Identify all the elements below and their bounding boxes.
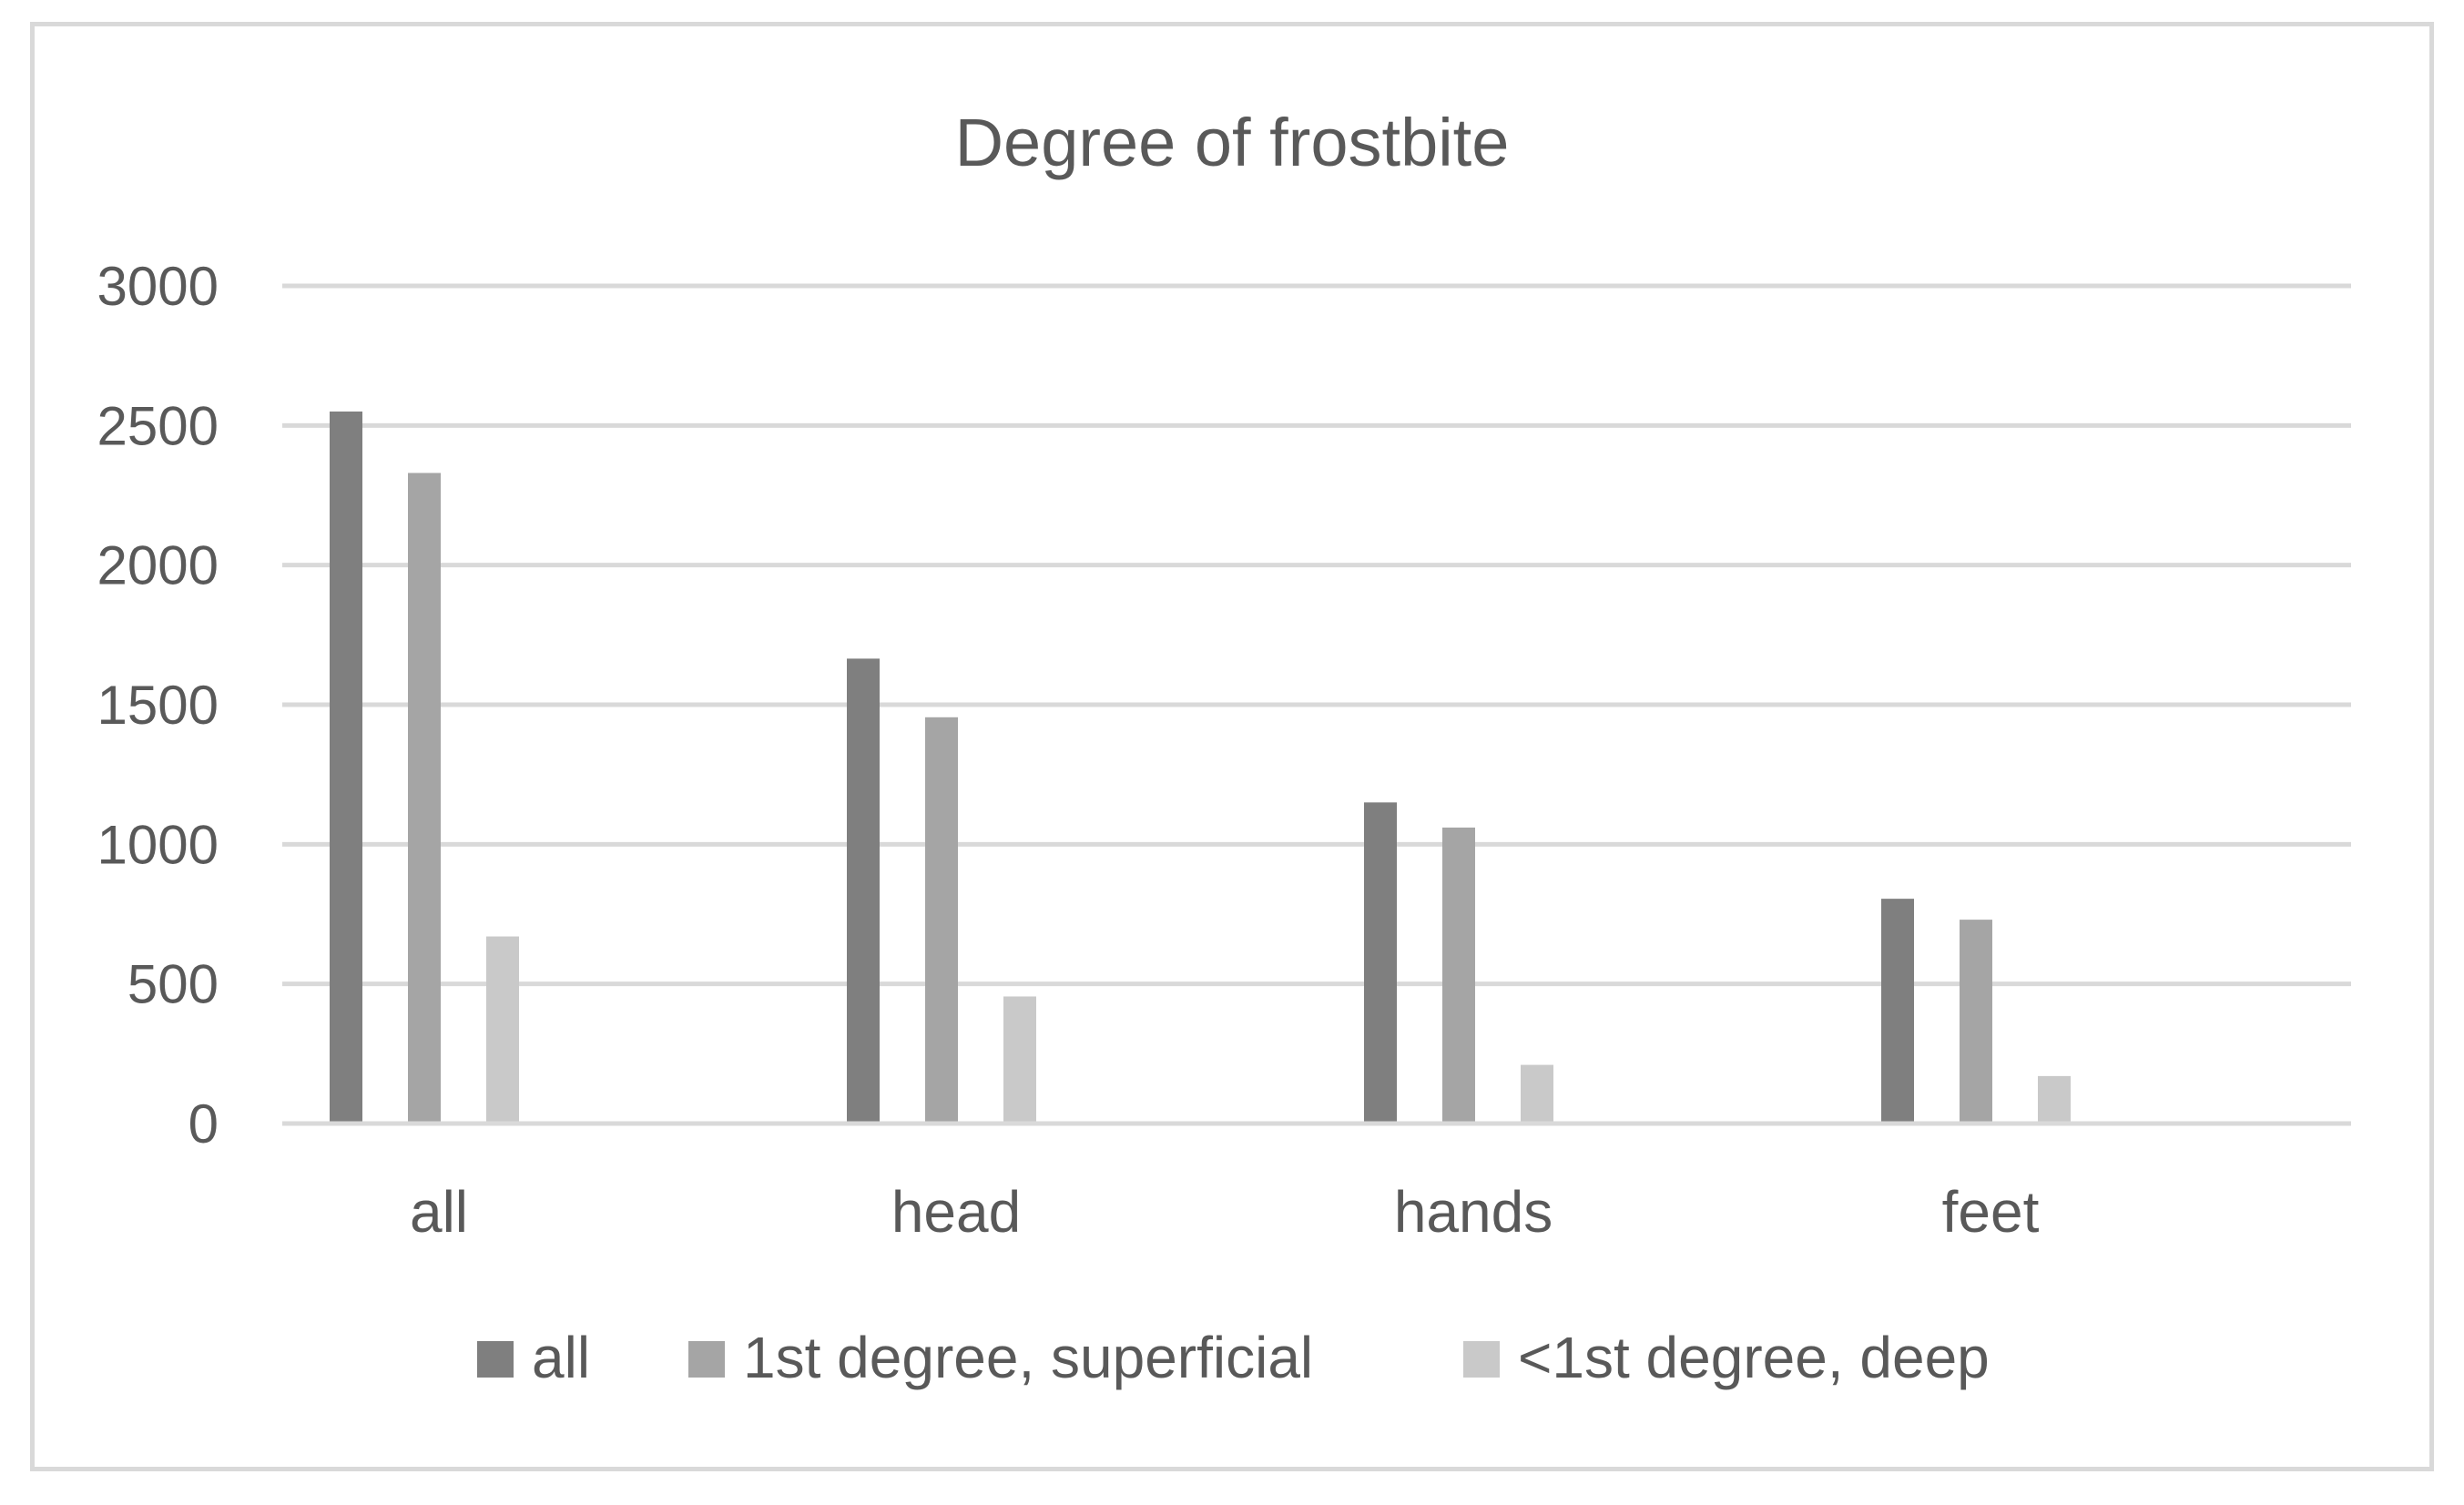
y-axis-tick-labels: 0 500 1000 1500 2000 2500 3000	[97, 256, 219, 1154]
legend-swatch-3	[1463, 1341, 1500, 1378]
bar-all-series-2	[408, 473, 441, 1124]
bar-feet-series-3	[2038, 1075, 2071, 1124]
x-category-label-head: head	[891, 1179, 1021, 1245]
legend: all 1st degree, superficial <1st degree, d…	[477, 1325, 1990, 1390]
y-tick-label: 3000	[97, 256, 219, 317]
y-tick-label: 1000	[97, 814, 219, 875]
x-category-label-all: all	[410, 1179, 468, 1245]
bars	[330, 412, 2071, 1124]
legend-label-1: all	[532, 1325, 590, 1390]
bar-head-series-3	[1003, 996, 1036, 1124]
legend-label-3: <1st degree, deep	[1518, 1325, 1990, 1390]
bar-head-series-2	[925, 717, 958, 1124]
y-tick-label: 0	[188, 1093, 219, 1154]
bar-hands-series-2	[1442, 827, 1475, 1124]
y-tick-label: 2000	[97, 535, 219, 596]
x-axis-category-labels: all head hands feet	[410, 1179, 2040, 1245]
bar-head-series-1	[847, 658, 880, 1124]
legend-swatch-1	[477, 1341, 514, 1378]
y-tick-label: 500	[127, 954, 219, 1015]
legend-label-2: 1st degree, superficial	[743, 1325, 1313, 1390]
gridlines	[282, 283, 2351, 987]
bar-hands-series-1	[1364, 802, 1397, 1124]
y-tick-label: 1500	[97, 675, 219, 736]
x-category-label-feet: feet	[1942, 1179, 2040, 1245]
bar-hands-series-3	[1521, 1064, 1553, 1124]
bar-all-series-1	[330, 412, 362, 1124]
legend-swatch-2	[688, 1341, 725, 1378]
bar-feet-series-1	[1881, 899, 1914, 1124]
y-tick-label: 2500	[97, 395, 219, 456]
bar-all-series-3	[486, 936, 519, 1124]
chart-title: Degree of frostbite	[955, 105, 1510, 180]
bar-feet-series-2	[1960, 920, 1992, 1124]
x-category-label-hands: hands	[1394, 1179, 1553, 1245]
